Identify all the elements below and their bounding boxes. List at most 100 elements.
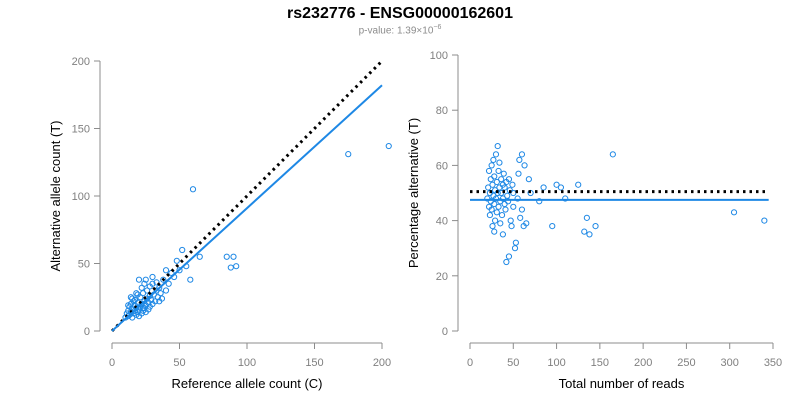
data-point [385, 142, 392, 150]
data-point [518, 151, 526, 158]
data-point [499, 231, 506, 238]
data-point [165, 280, 172, 287]
percentage-alternative-scatter-plot: 0 20 40 60 80 100 0 50 100 150 200 250 300 350 Total n… [406, 50, 782, 391]
x-tick-label: 50 [173, 357, 185, 369]
data-point [485, 184, 492, 191]
y-tick-label: 100 [72, 191, 90, 203]
data-point [508, 223, 515, 230]
data-point [525, 176, 532, 183]
data-point [179, 246, 186, 254]
pvalue-subtitle: p-value: 1.39×10−6 [0, 24, 800, 36]
data-point [133, 290, 140, 297]
data-point [488, 206, 495, 213]
data-point [504, 192, 511, 199]
data-point [156, 298, 163, 305]
data-point [196, 253, 203, 260]
y-tick-label: 100 [430, 50, 448, 62]
data-point [131, 296, 139, 304]
data-point [176, 267, 183, 274]
allele-count-scatter-plot: 0 50 100 150 200 0 50 100 150 200 Reference allele… [48, 56, 392, 391]
pvalue-exponent: −6 [433, 24, 442, 31]
x-tick-label: 350 [764, 357, 782, 369]
data-point [223, 253, 230, 260]
x-tick-label: 0 [109, 357, 115, 369]
data-point [494, 142, 501, 150]
data-point [495, 167, 502, 175]
data-point [492, 217, 499, 224]
y-tick-label: 0 [442, 326, 448, 338]
data-point [549, 223, 556, 230]
data-point [505, 253, 513, 260]
data-point [515, 170, 522, 177]
data-point [233, 263, 240, 270]
data-point [536, 198, 543, 205]
pvalue-text: p-value: 1.39×10 [358, 25, 434, 37]
data-point [497, 220, 504, 227]
data-point [491, 200, 498, 208]
data-point [562, 195, 569, 202]
data-point [517, 214, 524, 221]
data-point [157, 290, 164, 297]
x-tick-label: 250 [677, 357, 695, 369]
data-point [493, 209, 500, 216]
data-point [189, 186, 197, 193]
x-tick-label: 200 [373, 357, 391, 369]
data-point [492, 151, 500, 158]
data-point [142, 276, 149, 283]
y-tick-label: 80 [436, 105, 448, 117]
data-point [153, 279, 160, 286]
data-point [230, 253, 237, 260]
y-tick-label: 0 [84, 326, 90, 338]
data-point [135, 276, 143, 283]
data-point [134, 291, 141, 298]
data-point [496, 159, 503, 166]
data-point [141, 280, 148, 287]
data-point [511, 245, 519, 252]
data-point [586, 231, 593, 238]
data-point [345, 151, 352, 158]
data-point [540, 184, 547, 191]
data-point [148, 296, 155, 304]
y-tick-label: 200 [72, 56, 90, 68]
x-tick-label: 50 [507, 357, 519, 369]
data-point [507, 217, 514, 224]
data-point [160, 276, 167, 283]
data-point [493, 178, 500, 186]
y-axis-title: Alternative allele count (T) [48, 120, 63, 271]
x-tick-label: 0 [467, 357, 473, 369]
data-point [730, 209, 738, 216]
data-point [575, 181, 582, 188]
data-point [173, 257, 180, 264]
data-point [592, 223, 599, 230]
x-tick-label: 100 [547, 357, 565, 369]
figure-title: rs232776 - ENSG00000162601 [287, 5, 513, 22]
data-point [502, 206, 509, 213]
data-point [125, 302, 132, 309]
data-point [504, 198, 512, 205]
data-point [514, 195, 521, 202]
data-point [500, 170, 507, 177]
expected-ratio-dotted-line [110, 59, 384, 333]
x-tick-label: 200 [634, 357, 652, 369]
data-point [501, 200, 508, 208]
y-axis-title: Percentage alternative (T) [406, 118, 421, 268]
data-point [510, 203, 517, 210]
data-point [491, 228, 498, 235]
data-point [489, 223, 496, 230]
data-point [553, 181, 560, 188]
data-point [505, 176, 513, 183]
data-point [501, 184, 508, 191]
data-point [557, 184, 564, 191]
data-point [162, 267, 170, 274]
data-point [609, 151, 616, 158]
data-point [498, 176, 505, 183]
data-point [492, 195, 500, 202]
data-point [162, 287, 170, 294]
data-point [487, 176, 494, 183]
x-tick-label: 100 [238, 357, 256, 369]
data-point [227, 264, 234, 271]
y-tick-label: 150 [72, 124, 90, 136]
x-tick-label: 150 [591, 357, 609, 369]
data-point [139, 304, 147, 312]
